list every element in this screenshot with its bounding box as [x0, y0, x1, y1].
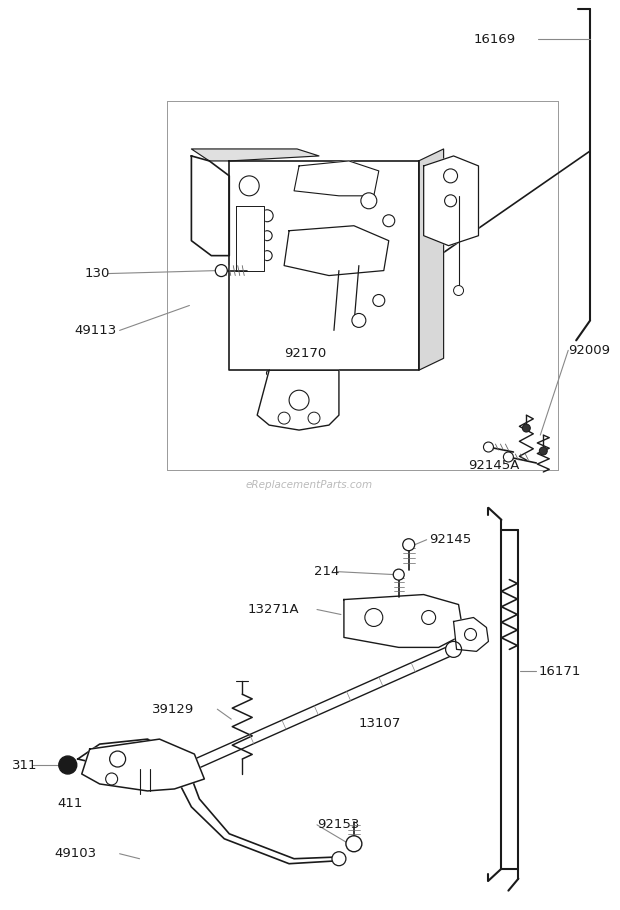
- Text: 16169: 16169: [474, 33, 516, 46]
- Circle shape: [308, 412, 320, 424]
- Circle shape: [59, 756, 77, 774]
- Polygon shape: [82, 739, 205, 791]
- Polygon shape: [192, 156, 229, 256]
- Circle shape: [262, 250, 272, 260]
- Circle shape: [484, 442, 494, 452]
- Circle shape: [393, 569, 404, 580]
- Circle shape: [523, 424, 530, 432]
- Polygon shape: [454, 618, 489, 652]
- Circle shape: [346, 835, 362, 852]
- Text: eReplacementParts.com: eReplacementParts.com: [246, 480, 373, 490]
- Text: 311: 311: [12, 759, 37, 772]
- Circle shape: [177, 762, 192, 776]
- Text: 13271A: 13271A: [247, 603, 299, 616]
- Circle shape: [278, 412, 290, 424]
- Text: 39129: 39129: [151, 703, 194, 715]
- Circle shape: [539, 447, 547, 455]
- Polygon shape: [78, 739, 344, 864]
- Circle shape: [443, 169, 458, 183]
- Circle shape: [262, 231, 272, 240]
- Circle shape: [403, 539, 415, 551]
- Polygon shape: [344, 594, 464, 647]
- Text: 92145A: 92145A: [469, 460, 520, 472]
- Circle shape: [110, 751, 126, 767]
- Text: 92153: 92153: [317, 818, 360, 832]
- Polygon shape: [192, 149, 319, 161]
- Polygon shape: [423, 156, 479, 246]
- Text: 214: 214: [314, 565, 339, 578]
- Circle shape: [105, 773, 118, 785]
- Polygon shape: [418, 149, 443, 370]
- Circle shape: [454, 286, 464, 296]
- Circle shape: [464, 629, 477, 641]
- Text: 92170: 92170: [284, 347, 326, 359]
- Circle shape: [365, 609, 383, 626]
- Text: 16171: 16171: [538, 665, 581, 678]
- Circle shape: [445, 195, 456, 207]
- Text: 411: 411: [58, 797, 83, 811]
- Circle shape: [422, 611, 436, 624]
- Circle shape: [352, 313, 366, 328]
- Circle shape: [361, 193, 377, 208]
- Polygon shape: [257, 370, 339, 430]
- Circle shape: [503, 452, 513, 462]
- Polygon shape: [284, 226, 389, 276]
- Text: 49113: 49113: [75, 324, 117, 337]
- Circle shape: [332, 852, 346, 865]
- Circle shape: [373, 295, 385, 307]
- Polygon shape: [236, 206, 264, 270]
- Circle shape: [289, 390, 309, 410]
- Text: 92145: 92145: [428, 533, 471, 546]
- Circle shape: [239, 176, 259, 196]
- Circle shape: [261, 210, 273, 222]
- Polygon shape: [294, 161, 379, 196]
- Circle shape: [383, 215, 395, 227]
- Polygon shape: [229, 161, 418, 370]
- Text: 92150: 92150: [264, 369, 306, 382]
- Circle shape: [215, 265, 228, 277]
- Text: 13107: 13107: [359, 717, 401, 730]
- Text: 92009: 92009: [568, 344, 610, 357]
- Circle shape: [446, 642, 461, 657]
- Text: 130: 130: [85, 267, 110, 280]
- Text: 49103: 49103: [55, 847, 97, 860]
